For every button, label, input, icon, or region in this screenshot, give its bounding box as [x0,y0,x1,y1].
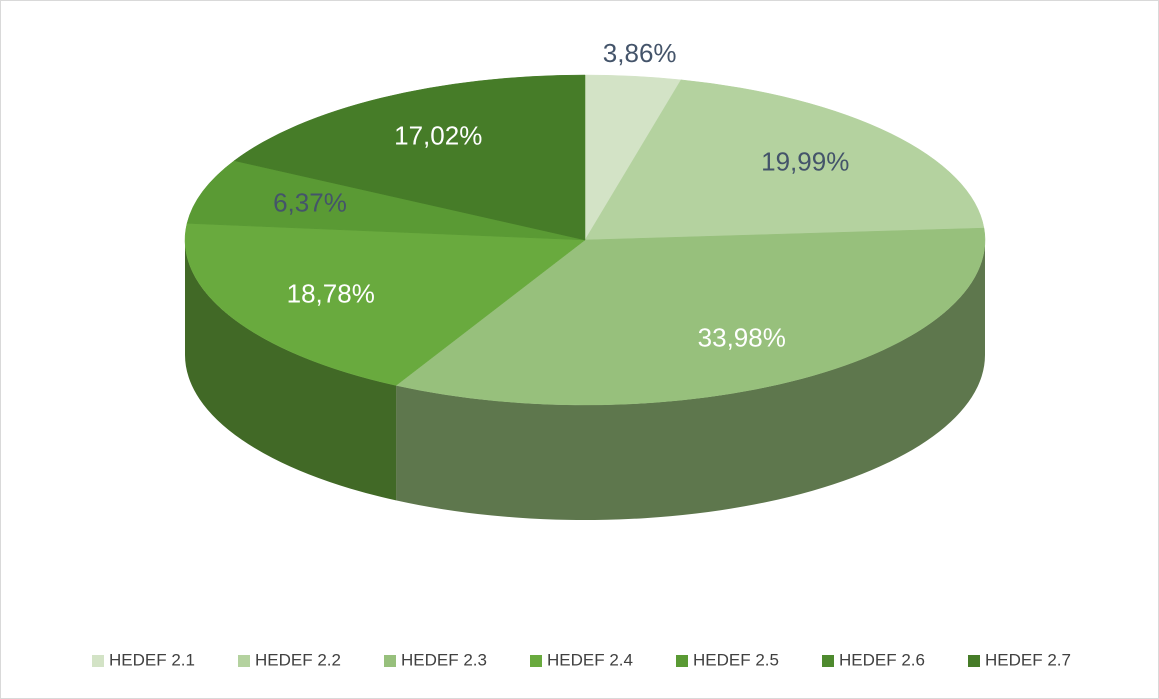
legend-swatch [530,655,542,667]
data-label: 17,02% [394,121,482,151]
data-label: 6,37% [273,188,347,218]
pie-slice [186,160,586,241]
legend-label: HEDEF 2.1 [109,650,195,669]
legend-swatch [968,655,980,667]
legend-swatch [676,655,688,667]
legend-label: HEDEF 2.5 [693,650,779,669]
pie-slice [184,223,586,386]
data-labels: 3,86% 19,99% 33,98% 18,78% 6,37% 17,02% [273,38,849,353]
pie-side [185,240,397,501]
legend-swatch [238,655,250,667]
legend-swatch [92,655,104,667]
legend-swatch [822,655,834,667]
legend-swatch [384,655,396,667]
legend-label: HEDEF 2.7 [985,650,1071,669]
legend-label: HEDEF 2.3 [401,650,487,669]
legend: HEDEF 2.1 HEDEF 2.2 HEDEF 2.3 HEDEF 2.4 HEDE… [92,650,1071,669]
legend-label: HEDEF 2.6 [839,650,925,669]
legend-label: HEDEF 2.2 [255,650,341,669]
legend-label: HEDEF 2.4 [547,650,633,669]
data-label: 3,86% [603,38,677,68]
data-label: 19,99% [761,146,849,176]
pie-slice [584,79,985,241]
pie-slice [233,74,586,241]
data-label: 18,78% [287,279,375,309]
pie-tops [184,74,986,406]
pie-sides [185,240,985,520]
pie-side [396,240,985,520]
data-label: 33,98% [698,323,786,353]
